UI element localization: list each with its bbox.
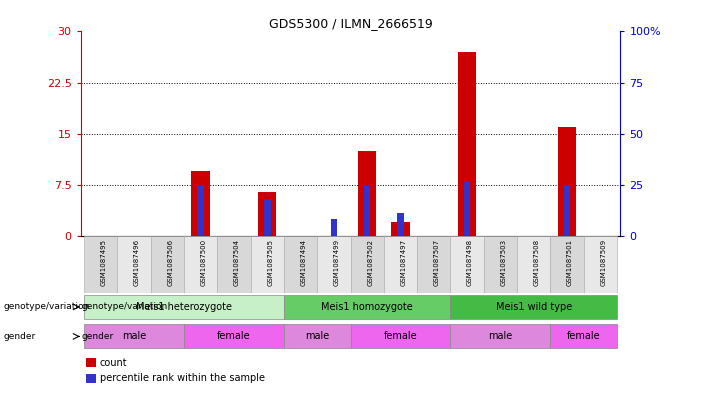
Bar bbox=[264, 199, 271, 236]
Text: GSM1087499: GSM1087499 bbox=[334, 239, 340, 286]
Bar bbox=[564, 185, 571, 236]
Text: GSM1087506: GSM1087506 bbox=[168, 239, 173, 286]
Bar bbox=[117, 236, 151, 293]
Bar bbox=[451, 295, 617, 319]
Title: GDS5300 / ILMN_2666519: GDS5300 / ILMN_2666519 bbox=[268, 17, 433, 30]
Bar bbox=[484, 236, 517, 293]
Bar bbox=[384, 236, 417, 293]
Bar bbox=[284, 324, 350, 349]
Text: GSM1087498: GSM1087498 bbox=[467, 239, 473, 286]
Text: GSM1087502: GSM1087502 bbox=[367, 239, 373, 286]
Bar bbox=[86, 374, 96, 383]
Text: Meis1 homozygote: Meis1 homozygote bbox=[321, 302, 413, 312]
Bar bbox=[451, 324, 550, 349]
Text: GSM1087501: GSM1087501 bbox=[567, 239, 573, 286]
Text: GSM1087497: GSM1087497 bbox=[400, 239, 407, 286]
Text: count: count bbox=[100, 358, 127, 367]
Text: gender: gender bbox=[4, 332, 36, 341]
Bar bbox=[364, 185, 371, 236]
Bar bbox=[250, 236, 284, 293]
Text: female: female bbox=[567, 331, 601, 342]
Bar bbox=[151, 236, 184, 293]
Text: GSM1087495: GSM1087495 bbox=[101, 239, 107, 286]
Text: percentile rank within the sample: percentile rank within the sample bbox=[100, 373, 264, 384]
Bar bbox=[397, 213, 404, 236]
Bar bbox=[217, 236, 250, 293]
Bar bbox=[558, 127, 576, 236]
Bar bbox=[258, 191, 276, 236]
Text: GSM1087503: GSM1087503 bbox=[501, 239, 506, 286]
Text: GSM1087494: GSM1087494 bbox=[301, 239, 306, 286]
Bar bbox=[184, 236, 217, 293]
Text: Meis1 wild type: Meis1 wild type bbox=[496, 302, 572, 312]
Text: GSM1087509: GSM1087509 bbox=[600, 239, 606, 286]
Bar bbox=[550, 236, 584, 293]
Text: Meis1 heterozygote: Meis1 heterozygote bbox=[136, 302, 232, 312]
Text: GSM1087507: GSM1087507 bbox=[434, 239, 440, 286]
Bar bbox=[458, 52, 476, 236]
Text: genotype/variation: genotype/variation bbox=[81, 303, 168, 311]
Bar bbox=[184, 324, 284, 349]
Text: male: male bbox=[305, 331, 329, 342]
Bar bbox=[391, 222, 409, 236]
Bar bbox=[197, 185, 204, 236]
Bar bbox=[517, 236, 550, 293]
Text: GSM1087504: GSM1087504 bbox=[234, 239, 240, 286]
Bar bbox=[550, 324, 617, 349]
Bar bbox=[84, 295, 284, 319]
Bar bbox=[451, 236, 484, 293]
Bar bbox=[330, 219, 337, 236]
Bar bbox=[317, 236, 350, 293]
Bar bbox=[284, 295, 451, 319]
Text: male: male bbox=[122, 331, 146, 342]
Bar bbox=[284, 236, 317, 293]
Text: GSM1087505: GSM1087505 bbox=[267, 239, 273, 286]
Text: female: female bbox=[383, 331, 417, 342]
Bar bbox=[350, 324, 451, 349]
Text: GSM1087496: GSM1087496 bbox=[134, 239, 140, 286]
Bar bbox=[191, 171, 210, 236]
Text: male: male bbox=[489, 331, 512, 342]
Bar bbox=[358, 151, 376, 236]
Bar bbox=[584, 236, 617, 293]
Text: GSM1087500: GSM1087500 bbox=[200, 239, 207, 286]
Bar bbox=[350, 236, 384, 293]
Bar bbox=[464, 181, 470, 236]
Text: GSM1087508: GSM1087508 bbox=[533, 239, 540, 286]
Text: genotype/variation: genotype/variation bbox=[4, 303, 90, 311]
Bar bbox=[84, 236, 117, 293]
Bar bbox=[417, 236, 451, 293]
Text: gender: gender bbox=[81, 332, 114, 341]
Text: female: female bbox=[217, 331, 251, 342]
Bar bbox=[86, 358, 96, 367]
Bar bbox=[84, 324, 184, 349]
